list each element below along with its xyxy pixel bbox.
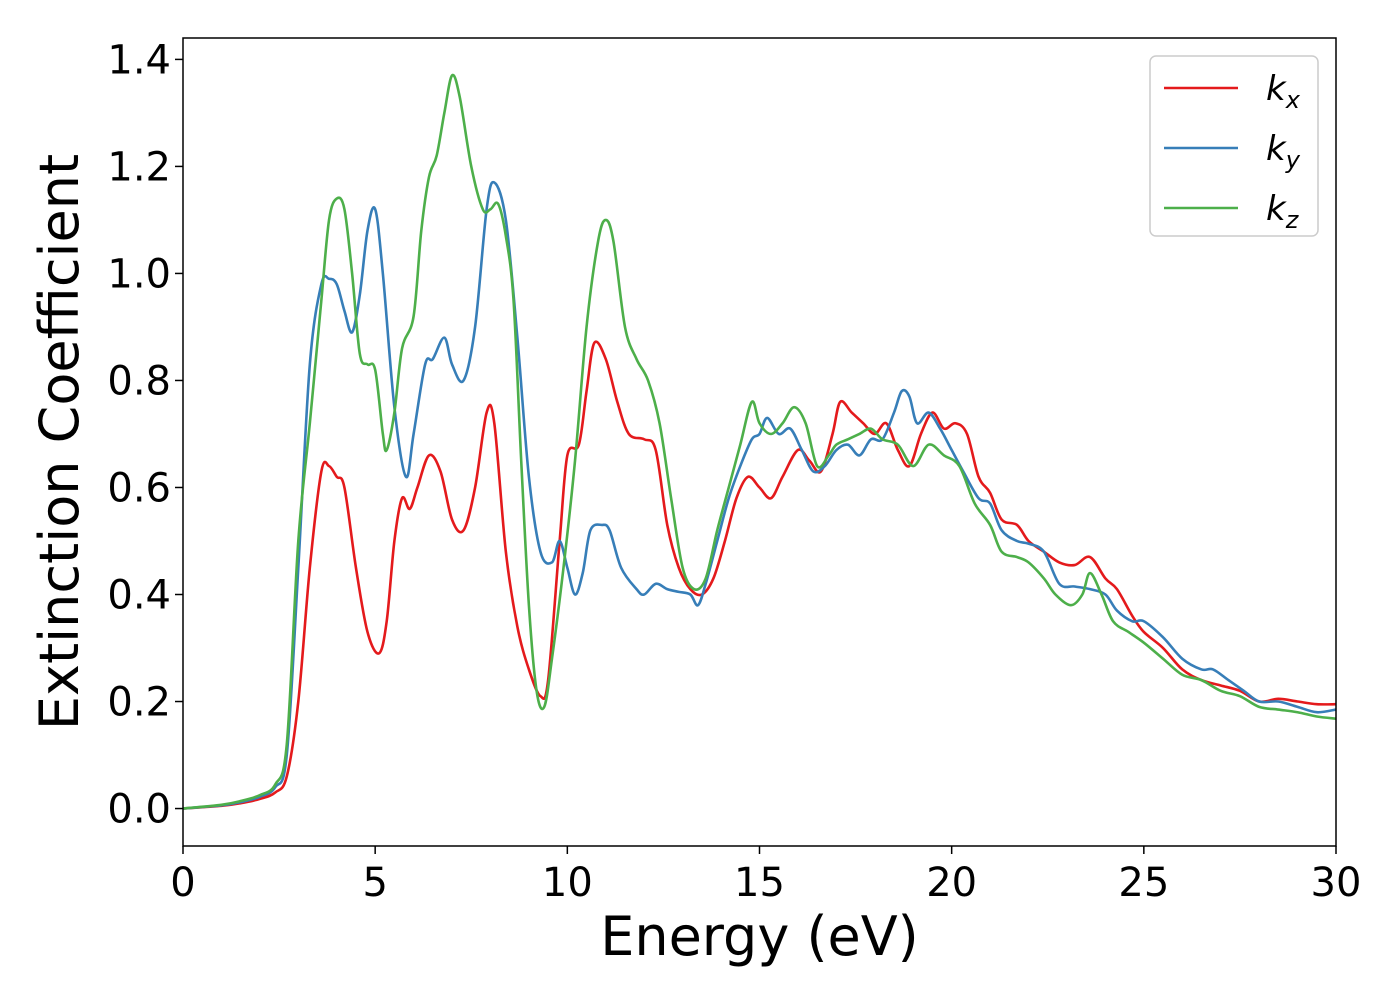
- x-tick-label: 10: [542, 860, 593, 906]
- y-tick-label: 0.6: [107, 465, 171, 511]
- legend-label-kx: kx: [1266, 69, 1301, 114]
- x-tick-label: 15: [734, 860, 785, 906]
- y-tick-label: 0.2: [107, 680, 171, 726]
- series-layer: [183, 73, 1336, 810]
- y-tick-label: 0.8: [107, 358, 171, 404]
- y-tick-label: 1.0: [107, 251, 171, 297]
- y-tick-label: 1.4: [107, 37, 171, 83]
- x-axis-label: Energy (eV): [600, 905, 919, 968]
- legend-box: [1149, 55, 1319, 237]
- x-tick-label: 20: [926, 860, 977, 906]
- x-tick-label: 25: [1118, 860, 1169, 906]
- y-tick-label: 0.0: [107, 787, 171, 833]
- legend-label-kz: kz: [1266, 189, 1300, 234]
- legend-label-ky: ky: [1266, 129, 1301, 174]
- x-axis-ticks: 0 5 10 15 20 25 30: [170, 846, 1361, 906]
- x-tick-label: 5: [362, 860, 387, 906]
- series-line-kx: [183, 340, 1336, 810]
- x-tick-label: 30: [1311, 860, 1362, 906]
- legend: kx ky kz: [1149, 55, 1319, 237]
- series-line-kz: [183, 73, 1336, 810]
- y-axis-label: Extinction Coefficient: [28, 154, 91, 730]
- series-line-ky: [183, 180, 1336, 810]
- x-tick-label: 0: [170, 860, 195, 906]
- y-tick-label: 0.4: [107, 573, 171, 619]
- y-tick-label: 1.2: [107, 144, 171, 190]
- y-axis-ticks: 0.0 0.2 0.4 0.6 0.8 1.0 1.2 1.4: [107, 37, 183, 833]
